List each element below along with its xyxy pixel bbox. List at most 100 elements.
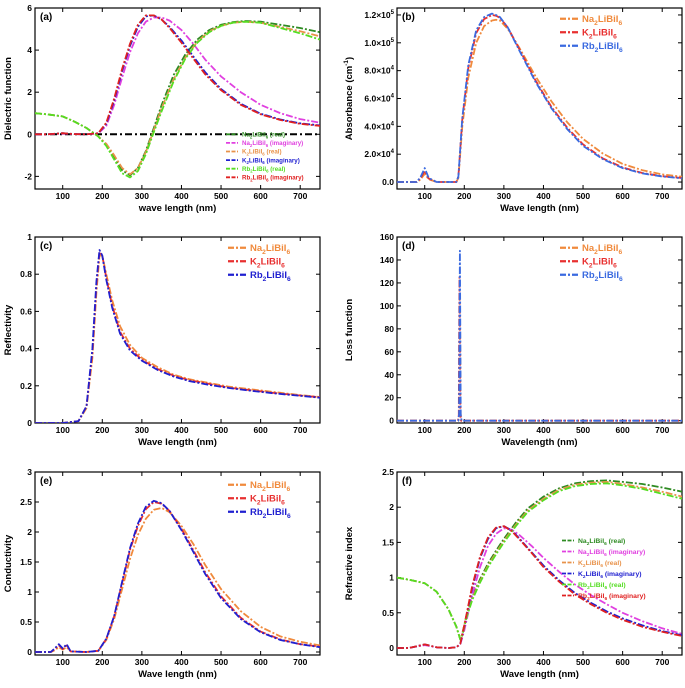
legend-entry: Na2LiBiI6 (imaginary)	[242, 140, 303, 148]
legend-entry: Rb2LiBiI6 (imaginary)	[242, 174, 304, 182]
legend-entry: Na2LiBiI6 (imaginary)	[578, 549, 645, 558]
series-line-rb	[397, 12, 682, 183]
x-tick-label: 700	[293, 191, 307, 201]
series-group	[397, 12, 682, 183]
series-line-k	[397, 276, 682, 422]
panel-label: (c)	[40, 241, 52, 252]
legend-entry: K2LiBiI6	[582, 257, 617, 270]
y-tick-label: 2.5	[382, 467, 394, 477]
legend: Na2LiBiI6 (real)Na2LiBiI6 (imaginary)K2L…	[226, 131, 304, 182]
x-tick-label: 700	[655, 191, 669, 201]
x-tick-label: 600	[616, 657, 630, 667]
panel-label: (a)	[40, 12, 52, 23]
x-tick-label: 700	[293, 425, 307, 435]
x-tick-label: 500	[576, 657, 590, 667]
y-tick-label: 3	[27, 467, 32, 477]
legend-entry: Rb2LiBiI6	[250, 270, 291, 283]
x-axis-label: Wave length (nm)	[500, 669, 579, 680]
y-tick-label: 2.0×104	[364, 149, 394, 159]
x-tick-label: 500	[214, 191, 228, 201]
y-tick-label: 1.2×105	[364, 10, 394, 20]
series-line-na	[397, 295, 682, 422]
legend-entry: K2LiBiI6 (real)	[242, 149, 282, 157]
chart-panel-f: 100 200 300 400 500 600 700 0 0.5 1 1.5 2 2.5 Wave le…	[344, 467, 683, 680]
y-tick-label: 1	[27, 232, 32, 242]
y-tick-label: -2	[24, 171, 32, 181]
y-axis-label: Absorbance (cm-1)	[343, 57, 355, 140]
y-tick-label: 0	[27, 647, 32, 657]
panel-label: (f)	[402, 476, 412, 487]
x-axis-label: Wave length (nm)	[138, 669, 217, 680]
x-tick-label: 600	[254, 657, 268, 667]
x-tick-label: 500	[214, 657, 228, 667]
x-tick-label: 700	[655, 657, 669, 667]
series-line-na	[397, 18, 682, 183]
y-tick-label: 60	[385, 347, 395, 357]
y-tick-label: 80	[385, 324, 395, 334]
x-tick-label: 400	[536, 191, 550, 201]
legend-entry: Na2LiBiI6	[250, 243, 290, 256]
y-tick-label: 1.5	[20, 557, 32, 567]
series-line-rb-real	[397, 482, 682, 641]
y-tick-label: 120	[380, 278, 394, 288]
legend-entry: Na2LiBiI6	[250, 480, 290, 493]
plot-frame	[396, 471, 683, 656]
x-tick-label: 400	[174, 657, 188, 667]
y-tick-label: 0	[27, 129, 32, 139]
y-axis-label: Conductivity	[3, 534, 14, 592]
x-tick-label: 500	[576, 425, 590, 435]
y-tick-label: 1.0×105	[364, 38, 394, 48]
y-tick-label: 0.5	[20, 617, 32, 627]
y-tick-label: 2.5	[20, 497, 32, 507]
y-axis-label: Refractive index	[344, 526, 355, 600]
legend-entry: Rb2LiBiI6	[582, 41, 623, 54]
legend: Na2LiBiI6 (real) Na2LiBiI6 (imaginary) K2L…	[562, 538, 646, 602]
series-line-k	[397, 14, 682, 183]
x-tick-label: 300	[135, 425, 149, 435]
x-tick-label: 300	[497, 657, 511, 667]
y-tick-label: 1	[389, 573, 394, 583]
legend-entry: Na2LiBiI6 (real)	[578, 538, 625, 547]
y-tick-label: 40	[385, 370, 395, 380]
x-tick-label: 400	[174, 191, 188, 201]
series-line-k-imaginary	[397, 525, 682, 649]
x-tick-label: 700	[655, 425, 669, 435]
x-tick-label: 700	[293, 657, 307, 667]
x-tick-label: 100	[418, 425, 432, 435]
series-line-k	[35, 501, 320, 653]
y-axis-label: Loss function	[344, 299, 355, 361]
x-tick-label: 400	[536, 425, 550, 435]
panel-label: (e)	[40, 476, 52, 487]
plot-frame	[34, 236, 321, 424]
legend-entry: Rb2LiBiI6 (real)	[242, 166, 285, 174]
x-tick-label: 100	[56, 425, 70, 435]
series-line-rb	[397, 249, 682, 422]
y-tick-label: 2	[27, 87, 32, 97]
x-tick-label: 500	[214, 425, 228, 435]
legend-entry: K2LiBiI6 (imaginary)	[578, 571, 642, 580]
y-tick-label: 0.5	[382, 608, 394, 618]
x-tick-label: 200	[95, 657, 109, 667]
legend-entry: K2LiBiI6	[582, 28, 617, 41]
panel-label: (b)	[402, 12, 415, 23]
x-tick-label: 100	[418, 191, 432, 201]
y-tick-label: 2	[27, 527, 32, 537]
x-tick-label: 600	[254, 425, 268, 435]
x-tick-label: 600	[616, 425, 630, 435]
y-tick-label: 8.0×104	[364, 66, 394, 76]
plot-frame	[396, 7, 683, 190]
legend-entry: K2LiBiI6 (real)	[578, 560, 621, 569]
y-tick-label: 6.0×104	[364, 94, 394, 104]
x-tick-label: 200	[95, 425, 109, 435]
plot-frame	[34, 471, 321, 656]
y-tick-label: 140	[380, 255, 394, 265]
x-tick-label: 300	[497, 425, 511, 435]
y-tick-label: 0	[389, 416, 394, 426]
x-tick-label: 500	[576, 191, 590, 201]
y-tick-label: 20	[385, 393, 395, 403]
x-tick-label: 300	[497, 191, 511, 201]
series-line-na-imaginary	[397, 527, 682, 649]
